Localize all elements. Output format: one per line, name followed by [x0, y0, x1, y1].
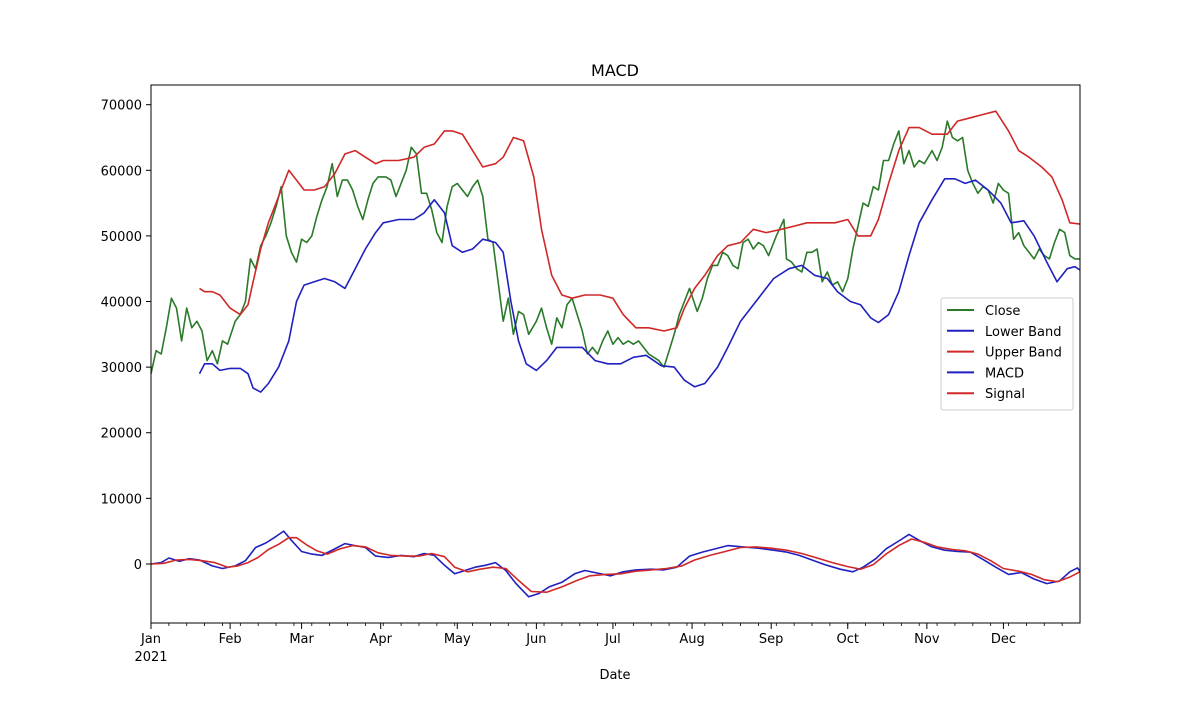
x-tick-label: Mar	[289, 632, 314, 647]
y-tick-label: 50000	[101, 230, 142, 245]
series-line-macd-3	[150, 530, 1081, 598]
x-tick-label: Jan	[140, 632, 161, 647]
chart-title: MACD	[591, 61, 639, 80]
legend-label-signal: Signal	[985, 387, 1025, 402]
y-tick-label: 30000	[101, 361, 142, 376]
x-tick-label: May	[444, 632, 471, 647]
x-tick-label: Sep	[759, 632, 784, 647]
x-tick-label: Jun	[525, 632, 546, 647]
x-tick-label: Dec	[991, 632, 1016, 647]
series-layer	[150, 110, 1081, 598]
y-axis: 0 10000 20000 30000 40000 50000 60000 70000	[101, 99, 151, 573]
x-tick-label: Apr	[369, 632, 392, 647]
series-line-upper-band-2	[199, 110, 1081, 332]
x-axis-label: Date	[599, 668, 630, 683]
series-line-close-0	[150, 120, 1080, 374]
y-tick-label: 20000	[101, 427, 142, 442]
legend-label-upper-band: Upper Band	[985, 346, 1062, 361]
y-tick-label: 40000	[101, 296, 142, 311]
x-tick-label: Aug	[679, 632, 704, 647]
legend-label-macd: MACD	[985, 366, 1024, 381]
legend-label-close: Close	[985, 304, 1020, 319]
x-tick-label: Nov	[914, 632, 940, 647]
legend-frame	[940, 297, 1074, 411]
y-tick-label: 0	[134, 558, 142, 573]
plot-frame	[150, 84, 1081, 624]
y-tick-label: 60000	[101, 164, 142, 179]
legend: Close Lower Band Upper Band MACD Signal	[940, 297, 1074, 411]
legend-label-lower-band: Lower Band	[985, 325, 1061, 340]
x-tick-label: Jul	[604, 632, 621, 647]
y-tick-label: 10000	[101, 492, 142, 507]
x-axis: Jan 2021 Feb Mar Apr May Jun Jul Aug Sep Oct Nov Dec	[134, 623, 1063, 665]
y-tick-label: 70000	[101, 99, 142, 114]
x-tick-label: Feb	[219, 632, 242, 647]
series-line-signal-4	[150, 536, 1081, 594]
x-tick-sublabel: 2021	[134, 650, 167, 665]
series-line-lower-band-1	[198, 178, 1081, 393]
x-tick-label: Oct	[837, 632, 859, 647]
